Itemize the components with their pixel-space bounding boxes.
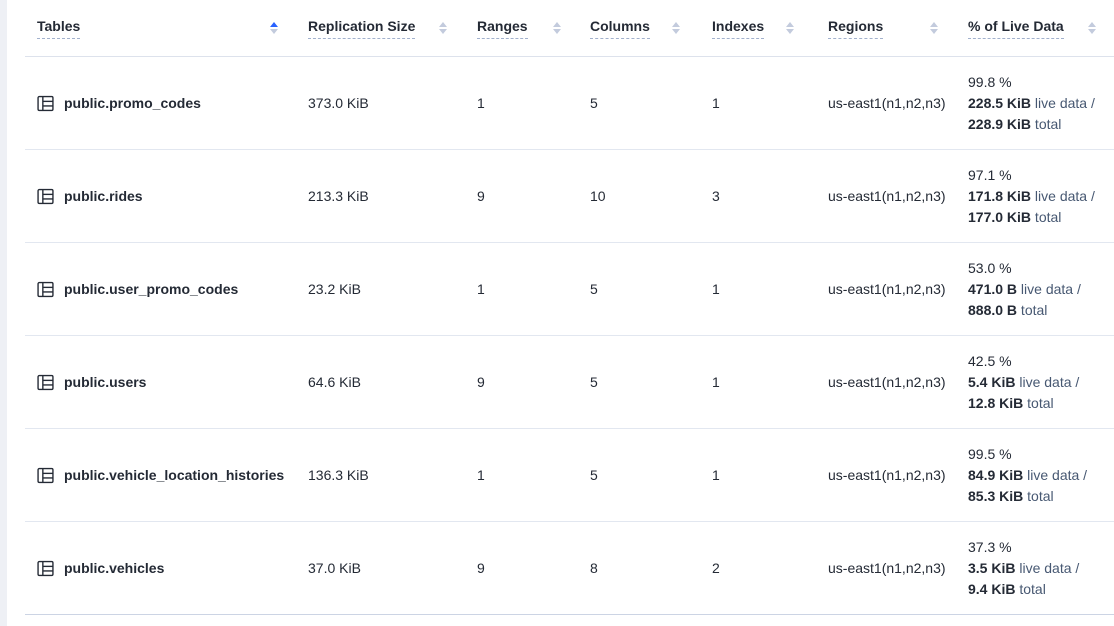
table-name-link[interactable]: public.rides — [64, 188, 143, 204]
live-data-cell: 37.3 % 3.5 KiB live data / 9.4 KiB total — [952, 537, 1114, 600]
column-header-label: Indexes — [712, 18, 765, 39]
column-header-label: Tables — [37, 18, 81, 39]
sort-carets-icon[interactable] — [439, 22, 447, 34]
live-data-percent: 53.0 % — [968, 259, 1012, 276]
replication-size-value: 136.3 KiB — [308, 467, 369, 483]
live-data-size: 171.8 KiB — [968, 187, 1032, 204]
indexes-value: 1 — [712, 95, 720, 111]
columns-value: 8 — [590, 560, 598, 576]
columns-value: 5 — [590, 95, 598, 111]
column-header-indexes[interactable]: Indexes — [690, 18, 810, 39]
column-header-tables[interactable]: Tables — [25, 18, 300, 39]
table-row[interactable]: public.user_promo_codes 23.2 KiB 1 5 1 u… — [25, 243, 1114, 336]
sort-carets-icon[interactable] — [1088, 22, 1096, 34]
live-data-size: 3.5 KiB — [968, 559, 1016, 576]
replication-size-value: 373.0 KiB — [308, 95, 369, 111]
table-header-row: Tables Replication Size Ranges Columns I… — [25, 0, 1114, 57]
column-header-label: Regions — [828, 18, 884, 39]
table-name-link[interactable]: public.users — [64, 374, 147, 390]
column-header-columns[interactable]: Columns — [565, 18, 690, 39]
live-data-percent: 42.5 % — [968, 352, 1012, 369]
columns-value: 5 — [590, 281, 598, 297]
table-name-link[interactable]: public.promo_codes — [64, 95, 201, 111]
live-data-size: 84.9 KiB — [968, 466, 1024, 483]
total-data-size: 228.9 KiB — [968, 115, 1032, 132]
column-header-label: Replication Size — [308, 18, 416, 39]
ranges-value: 1 — [477, 281, 485, 297]
regions-value: us-east1(n1,n2,n3) — [828, 560, 946, 576]
live-data-percent: 97.1 % — [968, 166, 1012, 183]
table-icon — [37, 467, 54, 484]
total-data-size: 177.0 KiB — [968, 208, 1032, 225]
ranges-value: 9 — [477, 560, 485, 576]
column-header-label: % of Live Data — [968, 18, 1064, 39]
replication-size-value: 64.6 KiB — [308, 374, 361, 390]
table-row[interactable]: public.rides 213.3 KiB 9 10 3 us-east1(n… — [25, 150, 1114, 243]
ranges-value: 1 — [477, 95, 485, 111]
sort-carets-icon[interactable] — [930, 22, 938, 34]
total-data-size: 12.8 KiB — [968, 394, 1024, 411]
indexes-value: 3 — [712, 188, 720, 204]
regions-value: us-east1(n1,n2,n3) — [828, 188, 946, 204]
table-icon — [37, 188, 54, 205]
live-data-cell: 53.0 % 471.0 B live data / 888.0 B total — [952, 258, 1114, 321]
total-data-size: 9.4 KiB — [968, 580, 1016, 597]
table-icon — [37, 560, 54, 577]
table-row[interactable]: public.users 64.6 KiB 9 5 1 us-east1(n1,… — [25, 336, 1114, 429]
regions-value: us-east1(n1,n2,n3) — [828, 374, 946, 390]
table-name-link[interactable]: public.vehicles — [64, 560, 165, 576]
table-row[interactable]: public.vehicle_location_histories 136.3 … — [25, 429, 1114, 522]
table-icon — [37, 95, 54, 112]
replication-size-value: 23.2 KiB — [308, 281, 361, 297]
table-name-link[interactable]: public.vehicle_location_histories — [64, 467, 285, 483]
live-data-size: 471.0 B — [968, 280, 1018, 297]
sort-carets-icon[interactable] — [553, 22, 561, 34]
column-header-label: Columns — [590, 18, 650, 39]
page-gutter — [0, 0, 7, 626]
table-row[interactable]: public.promo_codes 373.0 KiB 1 5 1 us-ea… — [25, 57, 1114, 150]
column-header-regions[interactable]: Regions — [810, 18, 952, 39]
live-data-cell: 99.5 % 84.9 KiB live data / 85.3 KiB tot… — [952, 444, 1114, 507]
table-row[interactable]: public.vehicles 37.0 KiB 9 8 2 us-east1(… — [25, 522, 1114, 615]
replication-size-value: 37.0 KiB — [308, 560, 361, 576]
regions-value: us-east1(n1,n2,n3) — [828, 95, 946, 111]
columns-value: 5 — [590, 374, 598, 390]
total-data-size: 888.0 B — [968, 301, 1018, 318]
live-data-size: 5.4 KiB — [968, 373, 1016, 390]
live-data-percent: 37.3 % — [968, 538, 1012, 555]
column-header-label: Ranges — [477, 18, 528, 39]
live-data-cell: 42.5 % 5.4 KiB live data / 12.8 KiB tota… — [952, 351, 1114, 414]
table-icon — [37, 374, 54, 391]
columns-value: 10 — [590, 188, 606, 204]
replication-size-value: 213.3 KiB — [308, 188, 369, 204]
indexes-value: 1 — [712, 374, 720, 390]
tables-list: Tables Replication Size Ranges Columns I… — [25, 0, 1114, 615]
column-header-live-data[interactable]: % of Live Data — [952, 18, 1114, 39]
indexes-value: 2 — [712, 560, 720, 576]
column-header-replication-size[interactable]: Replication Size — [300, 18, 455, 39]
columns-value: 5 — [590, 467, 598, 483]
table-name-link[interactable]: public.user_promo_codes — [64, 281, 239, 297]
sort-carets-icon[interactable] — [270, 22, 278, 34]
regions-value: us-east1(n1,n2,n3) — [828, 467, 946, 483]
ranges-value: 9 — [477, 374, 485, 390]
indexes-value: 1 — [712, 467, 720, 483]
column-header-ranges[interactable]: Ranges — [455, 18, 565, 39]
sort-carets-icon[interactable] — [672, 22, 680, 34]
total-data-size: 85.3 KiB — [968, 487, 1024, 504]
ranges-value: 9 — [477, 188, 485, 204]
live-data-percent: 99.8 % — [968, 73, 1012, 90]
live-data-size: 228.5 KiB — [968, 94, 1032, 111]
regions-value: us-east1(n1,n2,n3) — [828, 281, 946, 297]
ranges-value: 1 — [477, 467, 485, 483]
table-icon — [37, 281, 54, 298]
sort-carets-icon[interactable] — [786, 22, 794, 34]
live-data-cell: 97.1 % 171.8 KiB live data / 177.0 KiB t… — [952, 165, 1114, 228]
live-data-percent: 99.5 % — [968, 445, 1012, 462]
live-data-cell: 99.8 % 228.5 KiB live data / 228.9 KiB t… — [952, 72, 1114, 135]
indexes-value: 1 — [712, 281, 720, 297]
